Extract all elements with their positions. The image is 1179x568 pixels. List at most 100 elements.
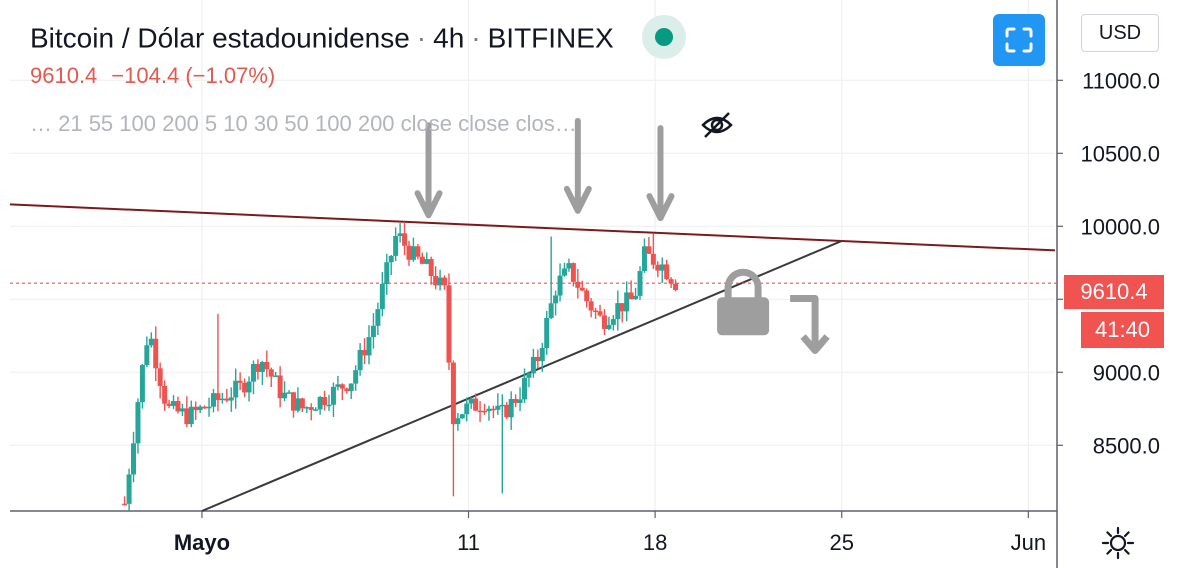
- candle-body: [482, 410, 488, 413]
- candle-body: [308, 407, 314, 410]
- candle-body: [166, 403, 172, 406]
- market-status-icon[interactable]: [641, 15, 686, 59]
- candle-body: [286, 392, 292, 394]
- down-arrow-icon: [563, 117, 592, 214]
- candle-body: [588, 301, 594, 311]
- candle-body: [157, 368, 163, 386]
- down-arrow-icon: [414, 122, 443, 219]
- candle-body: [295, 398, 301, 411]
- symbol-header[interactable]: Bitcoin / Dólar estadounidense · 4h · BITFIN…: [30, 15, 686, 62]
- candle-body: [322, 397, 328, 406]
- candle-body: [282, 392, 288, 399]
- candle-body: [348, 383, 354, 392]
- candle-body: [228, 397, 234, 401]
- gear-icon[interactable]: [1100, 525, 1136, 566]
- candle-body: [357, 350, 363, 371]
- x-tick-label: Jun: [1011, 530, 1046, 555]
- candle-body: [535, 356, 541, 362]
- candle-body: [464, 403, 470, 415]
- candle-body: [499, 404, 505, 407]
- currency-button[interactable]: USD: [1081, 14, 1159, 52]
- candle-body: [593, 310, 599, 313]
- candle-body: [259, 361, 265, 372]
- candle-body: [330, 386, 336, 405]
- candle-body: [393, 235, 399, 256]
- candle-body: [637, 271, 643, 296]
- fullscreen-button[interactable]: [993, 14, 1045, 66]
- candle-body: [668, 279, 674, 284]
- candle-body: [402, 233, 408, 246]
- candle-body: [526, 373, 532, 378]
- candle-body: [442, 277, 448, 286]
- candle-body: [379, 283, 385, 310]
- candle-body: [433, 276, 439, 286]
- symbol-title: Bitcoin / Dólar estadounidense: [30, 22, 410, 54]
- candle-body: [650, 253, 656, 265]
- candle-body: [339, 384, 345, 389]
- separator-dot: ·: [471, 22, 481, 54]
- y-tick-label: 10500.0: [1080, 141, 1160, 166]
- candle-body: [179, 408, 185, 412]
- candle-body: [579, 287, 585, 291]
- candle-body: [197, 406, 203, 411]
- candle-body: [530, 356, 536, 374]
- candle-body: [317, 397, 323, 410]
- eye-off-icon[interactable]: [700, 110, 734, 145]
- candle-body: [468, 398, 474, 404]
- candle-body: [522, 377, 528, 400]
- candle-body: [419, 256, 425, 264]
- y-tick-label: 9000.0: [1093, 360, 1160, 385]
- candle-body: [135, 402, 141, 444]
- candle-body: [131, 443, 137, 475]
- chart-drawings: [9, 203, 1057, 512]
- candle-body: [148, 338, 154, 346]
- candle-body: [375, 309, 381, 326]
- candle-body: [490, 408, 496, 411]
- chart-overlays: [414, 117, 830, 354]
- candle-body: [188, 406, 194, 425]
- candle-body: [410, 246, 416, 260]
- candle-body: [615, 303, 621, 320]
- candle-body: [193, 406, 199, 411]
- candle-body: [517, 399, 523, 403]
- candle-body: [486, 408, 492, 412]
- candle-body: [335, 384, 341, 387]
- candle-body: [273, 375, 279, 377]
- candle-body: [206, 406, 212, 409]
- candle-body: [406, 245, 412, 260]
- candle-body: [388, 255, 394, 263]
- price-change: −104.4: [111, 63, 180, 88]
- candle-body: [437, 277, 443, 286]
- turn-down-arrow-icon: [790, 295, 830, 354]
- candle-body: [455, 418, 461, 425]
- y-tick-label: 8500.0: [1093, 433, 1160, 458]
- candle-body: [624, 292, 630, 312]
- candle-body: [415, 246, 421, 257]
- support-trendline: [201, 239, 843, 512]
- candle-body: [606, 324, 612, 329]
- candle-body: [162, 385, 168, 404]
- y-tick-label: 11000.0: [1082, 68, 1160, 93]
- candle-body: [366, 337, 372, 356]
- candle-body: [353, 370, 359, 384]
- down-arrow-icon: [646, 125, 675, 222]
- candle-body: [424, 259, 430, 264]
- candle-body: [619, 303, 625, 312]
- candle-body: [215, 393, 221, 401]
- candle-body: [126, 474, 132, 504]
- candle-body: [370, 325, 376, 338]
- candle-body: [255, 363, 261, 372]
- indicator-values[interactable]: … 21 55 100 200 5 10 30 50 100 200 close…: [30, 111, 577, 136]
- candle-body: [233, 380, 239, 398]
- last-price: 9610.4: [30, 63, 98, 88]
- candle-body: [477, 410, 483, 413]
- candle-body: [264, 361, 270, 370]
- candle-body: [175, 401, 181, 412]
- bar-countdown-tag: 41:40: [1081, 312, 1164, 348]
- candle-body: [553, 295, 559, 304]
- candle-body: [495, 405, 501, 410]
- candle-body: [539, 348, 545, 362]
- interval-label[interactable]: 4h: [433, 22, 465, 54]
- x-tick-label: 25: [829, 530, 853, 555]
- exchange-label: BITFINEX: [487, 22, 614, 54]
